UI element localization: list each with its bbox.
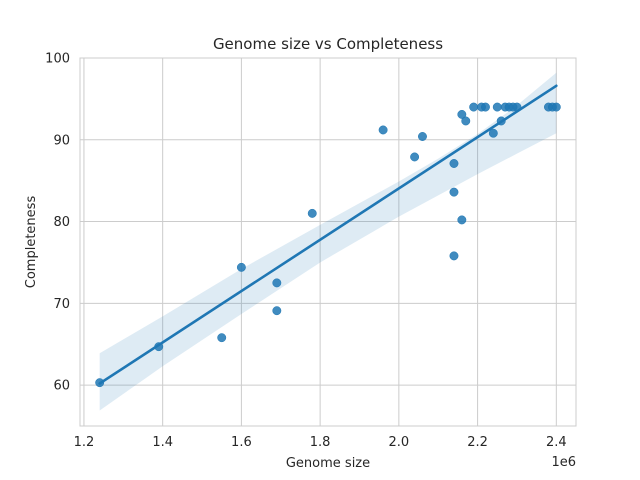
data-point bbox=[378, 125, 388, 135]
plot-frame bbox=[79, 57, 577, 427]
data-point bbox=[496, 116, 506, 126]
data-point bbox=[95, 378, 105, 388]
y-tick-label: 70 bbox=[53, 297, 70, 312]
data-point bbox=[418, 132, 427, 141]
y-tick-label: 60 bbox=[53, 379, 70, 394]
data-point bbox=[492, 102, 502, 112]
x-tick-label: 2.4 bbox=[546, 435, 567, 450]
data-point bbox=[449, 187, 459, 197]
y-axis-label: Completeness bbox=[24, 196, 39, 289]
y-tick-label: 80 bbox=[53, 215, 70, 230]
data-point bbox=[449, 159, 459, 168]
x-axis-label: Genome size bbox=[286, 456, 370, 471]
confidence-band bbox=[99, 72, 557, 411]
data-point bbox=[457, 109, 467, 119]
y-tick-labels: 60 70 80 90 100 bbox=[45, 52, 70, 394]
data-point bbox=[272, 306, 282, 316]
axes-frame bbox=[79, 57, 577, 427]
y-tick-label: 90 bbox=[53, 133, 70, 148]
grid bbox=[80, 57, 576, 426]
data-point bbox=[512, 102, 522, 112]
data-point bbox=[457, 215, 467, 225]
data-point bbox=[461, 116, 471, 126]
regression-line bbox=[98, 84, 558, 385]
data-point bbox=[449, 251, 459, 261]
data-point bbox=[410, 152, 420, 162]
x-tick-label: 1.4 bbox=[152, 435, 173, 450]
y-tick-label: 100 bbox=[45, 52, 70, 67]
regression-line-group bbox=[98, 84, 558, 385]
data-point bbox=[307, 208, 317, 218]
x-tick-label: 2.0 bbox=[389, 435, 410, 450]
data-point bbox=[154, 342, 164, 352]
x-tick-label: 2.2 bbox=[467, 435, 488, 450]
data-point bbox=[488, 128, 498, 138]
x-tick-label: 1.8 bbox=[310, 435, 331, 450]
data-point bbox=[236, 262, 246, 272]
data-point bbox=[551, 102, 561, 112]
data-points bbox=[95, 102, 561, 388]
confidence-band-area bbox=[99, 72, 557, 411]
x-tick-label: 1.2 bbox=[74, 435, 95, 450]
data-point bbox=[217, 333, 227, 343]
x-tick-labels: 1.2 1.4 1.6 1.8 2.0 2.2 2.4 bbox=[74, 435, 567, 450]
chart-title: Genome size vs Completeness bbox=[213, 35, 443, 53]
data-point bbox=[469, 102, 479, 112]
x-offset-label: 1e6 bbox=[551, 455, 576, 470]
data-point bbox=[272, 278, 282, 288]
data-point bbox=[481, 102, 490, 112]
x-tick-label: 1.6 bbox=[231, 435, 252, 450]
